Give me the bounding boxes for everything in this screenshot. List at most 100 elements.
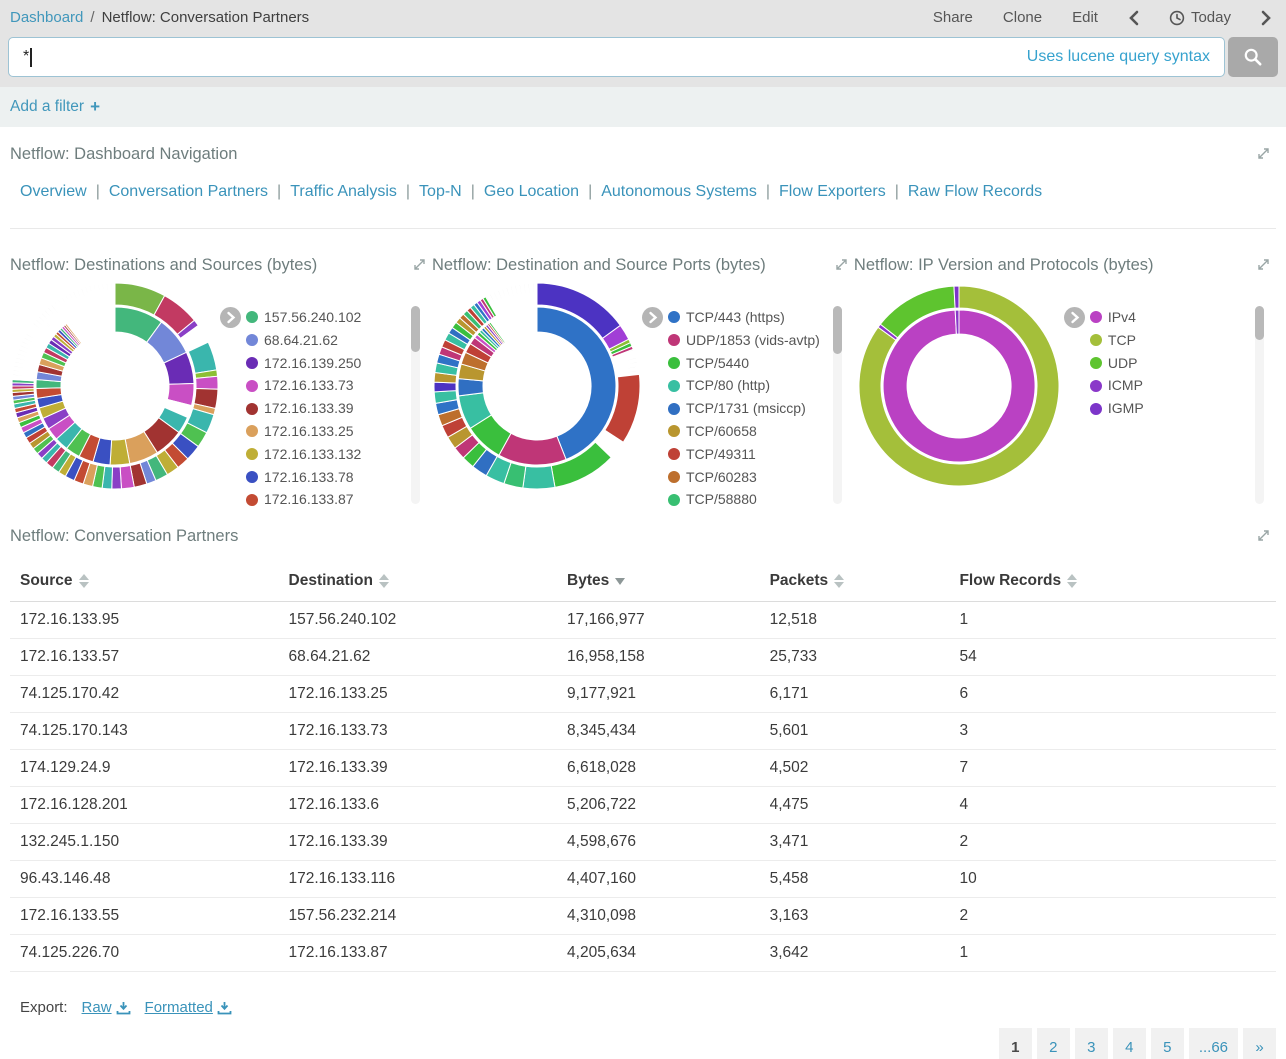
breadcrumb-dashboard-link[interactable]: Dashboard — [10, 9, 84, 26]
nav-link-autonomous-systems[interactable]: Autonomous Systems — [601, 183, 757, 200]
legend-item[interactable]: 172.16.133.39 — [246, 397, 361, 420]
export-formatted-link[interactable]: Formatted — [145, 999, 232, 1016]
chart-legend: chevron-right-icon 157.56.240.102 68.64.2… — [220, 306, 420, 511]
scrollbar-thumb[interactable] — [410, 306, 420, 352]
add-filter-link[interactable]: Add a filter — [10, 98, 85, 115]
table-cell: 172.16.133.55 — [20, 907, 120, 925]
nav-link-traffic-analysis[interactable]: Traffic Analysis — [290, 183, 397, 200]
sort-icon[interactable] — [1067, 574, 1078, 589]
sunburst-chart[interactable] — [432, 280, 642, 492]
legend-item[interactable]: 157.56.240.102 — [246, 306, 361, 329]
pagination-page-4[interactable]: 4 — [1112, 1028, 1146, 1059]
nav-link-conversation-partners[interactable]: Conversation Partners — [108, 183, 269, 200]
legend-item[interactable]: 172.16.139.250 — [246, 352, 361, 375]
legend-item[interactable]: TCP/60658 — [667, 420, 820, 443]
search-button[interactable] — [1228, 37, 1278, 77]
sort-desc-icon[interactable] — [615, 577, 626, 585]
legend-scrollbar[interactable] — [410, 306, 420, 504]
legend-items: 157.56.240.102 68.64.21.62 172.16.139.250 1… — [246, 306, 361, 511]
legend-item[interactable]: 68.64.21.62 — [246, 329, 361, 352]
panel-title-chart: Netflow: Destinations and Sources (bytes… — [10, 256, 318, 274]
column-header-flow-records[interactable]: Flow Records — [959, 562, 1276, 602]
lucene-syntax-link[interactable]: Uses lucene query syntax — [1026, 48, 1210, 65]
scrollbar-thumb[interactable] — [832, 306, 842, 354]
legend-item[interactable]: TCP — [1089, 329, 1144, 352]
pagination-page-1[interactable]: 1 — [998, 1028, 1032, 1059]
edit-button[interactable]: Edit — [1072, 9, 1098, 26]
legend-items: IPv4 TCP UDP ICMP IGMP — [1089, 306, 1144, 492]
legend-scrollbar[interactable] — [832, 306, 842, 504]
nav-link-top-n[interactable]: Top-N — [419, 183, 462, 200]
expand-icon[interactable] — [1257, 258, 1270, 276]
column-header-destination[interactable]: Destination — [289, 562, 568, 602]
legend-item[interactable]: 172.16.133.25 — [246, 420, 361, 443]
legend-item[interactable]: 172.16.133.78 — [246, 466, 361, 489]
legend-item[interactable]: TCP/58880 — [667, 488, 820, 511]
expand-icon[interactable] — [413, 258, 426, 276]
legend-label: UDP/1853 (vids-avtp) — [685, 331, 820, 348]
legend-item[interactable]: 172.16.133.87 — [246, 488, 361, 511]
scrollbar-thumb[interactable] — [1254, 306, 1264, 340]
legend-item[interactable]: IPv4 — [1089, 306, 1144, 329]
export-row: Export: Raw Formatted — [10, 999, 1276, 1016]
pagination-page-66[interactable]: ...66 — [1188, 1028, 1238, 1059]
sort-icon[interactable] — [834, 574, 845, 589]
legend-color-dot — [667, 425, 680, 438]
sort-icon[interactable] — [378, 574, 389, 589]
text-cursor — [30, 47, 32, 67]
share-button[interactable]: Share — [932, 9, 973, 26]
column-header-packets[interactable]: Packets — [770, 562, 960, 602]
legend-item[interactable]: 172.16.133.73 — [246, 374, 361, 397]
plus-icon[interactable]: + — [90, 97, 101, 116]
nav-separator: | — [765, 183, 771, 200]
chart-legend: chevron-right-icon IPv4 TCP UDP ICMP IGMP — [1063, 306, 1264, 504]
column-header-source[interactable]: Source — [10, 562, 289, 602]
legend-item[interactable]: IGMP — [1089, 397, 1144, 420]
nav-link-overview[interactable]: Overview — [20, 183, 87, 200]
pagination-page-5[interactable]: 5 — [1150, 1028, 1184, 1059]
table-cell: 9,177,921 — [567, 685, 636, 703]
legend-item[interactable]: UDP/1853 (vids-avtp) — [667, 329, 820, 352]
pagination-page-3[interactable]: 3 — [1074, 1028, 1108, 1059]
column-header-bytes[interactable]: Bytes — [567, 562, 770, 602]
sunburst-chart[interactable] — [854, 280, 1064, 492]
pagination-page-2[interactable]: 2 — [1036, 1028, 1070, 1059]
nav-link-flow-exporters[interactable]: Flow Exporters — [779, 183, 886, 200]
nav-link-geo-location[interactable]: Geo Location — [483, 183, 580, 200]
legend-item[interactable]: TCP/443 (https) — [667, 306, 820, 329]
clone-button[interactable]: Clone — [1002, 9, 1043, 26]
expand-icon[interactable] — [835, 258, 848, 276]
legend-collapse-button[interactable]: chevron-right-icon — [641, 307, 663, 511]
table-cell: 172.16.133.57 — [20, 648, 120, 666]
time-forward-button[interactable] — [1261, 10, 1272, 26]
sunburst-chart[interactable] — [10, 280, 220, 492]
pagination-next-button[interactable]: » — [1243, 1028, 1276, 1059]
breadcrumb-current: Netflow: Conversation Partners — [101, 9, 310, 26]
legend-color-dot — [667, 311, 680, 324]
legend-item[interactable]: TCP/80 (http) — [667, 374, 820, 397]
panel-title-chart: Netflow: Destination and Source Ports (b… — [431, 256, 766, 274]
legend-item[interactable]: 172.16.133.132 — [246, 443, 361, 466]
table-cell: 7 — [959, 759, 969, 777]
legend-scrollbar[interactable] — [1254, 306, 1264, 504]
sort-icon[interactable] — [78, 574, 89, 589]
legend-label: TCP/58880 — [685, 491, 757, 508]
nav-separator: | — [894, 183, 899, 200]
expand-icon[interactable] — [1257, 147, 1270, 165]
time-picker-today-button[interactable]: Today — [1169, 9, 1231, 26]
legend-color-dot — [246, 379, 258, 392]
expand-icon[interactable] — [1257, 529, 1270, 547]
legend-item[interactable]: UDP — [1089, 352, 1144, 375]
search-icon — [1244, 48, 1262, 66]
export-raw-link[interactable]: Raw — [82, 999, 131, 1016]
legend-item[interactable]: TCP/60283 — [667, 466, 820, 489]
legend-item[interactable]: TCP/5440 — [667, 352, 820, 375]
legend-collapse-button[interactable]: chevron-right-icon — [1063, 307, 1085, 492]
legend-item[interactable]: ICMP — [1089, 374, 1144, 397]
legend-collapse-button[interactable]: chevron-right-icon — [220, 307, 241, 511]
nav-link-raw-flow-records[interactable]: Raw Flow Records — [907, 183, 1043, 200]
legend-item[interactable]: TCP/49311 — [667, 443, 820, 466]
search-input[interactable]: * Uses lucene query syntax — [8, 37, 1225, 77]
time-back-button[interactable] — [1128, 10, 1139, 26]
legend-item[interactable]: TCP/1731 (msiccp) — [667, 397, 820, 420]
